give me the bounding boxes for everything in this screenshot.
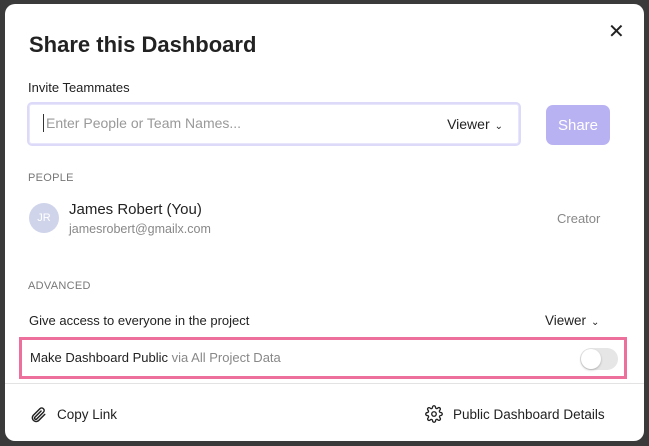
invite-input[interactable] bbox=[43, 114, 408, 132]
invite-label: Invite Teammates bbox=[28, 80, 130, 95]
people-section-label: PEOPLE bbox=[28, 172, 74, 184]
make-public-sublabel: via All Project Data bbox=[171, 350, 281, 365]
close-icon[interactable]: ✕ bbox=[608, 21, 625, 43]
invite-field: Viewer ⌄ bbox=[27, 102, 521, 146]
advanced-section-label: ADVANCED bbox=[28, 280, 91, 292]
share-button[interactable]: Share bbox=[546, 105, 610, 145]
share-dashboard-dialog: Share this Dashboard ✕ Invite Teammates … bbox=[5, 4, 644, 441]
copy-link-button[interactable]: Copy Link bbox=[29, 405, 117, 423]
project-access-role-value: Viewer bbox=[545, 313, 587, 328]
project-access-role-select[interactable]: Viewer ⌄ bbox=[545, 313, 599, 328]
make-public-toggle[interactable] bbox=[580, 348, 618, 370]
paperclip-icon bbox=[31, 407, 46, 423]
person-name: James Robert (You) bbox=[69, 201, 202, 218]
make-public-label: Make Dashboard Public via All Project Da… bbox=[30, 350, 281, 365]
gear-icon bbox=[425, 405, 443, 423]
avatar: JR bbox=[29, 203, 59, 233]
person-email: jamesrobert@gmailx.com bbox=[69, 222, 211, 236]
public-dashboard-details-label: Public Dashboard Details bbox=[453, 406, 605, 422]
dialog-title: Share this Dashboard bbox=[29, 32, 257, 57]
chevron-down-icon: ⌄ bbox=[591, 317, 600, 328]
footer-divider bbox=[5, 383, 644, 384]
chevron-down-icon: ⌄ bbox=[494, 121, 503, 132]
make-public-row: Make Dashboard Public via All Project Da… bbox=[19, 337, 627, 379]
person-role: Creator bbox=[557, 211, 601, 226]
invite-role-select[interactable]: Viewer ⌄ bbox=[447, 116, 503, 132]
toggle-knob bbox=[581, 349, 601, 369]
project-access-label: Give access to everyone in the project bbox=[29, 313, 250, 328]
copy-link-label: Copy Link bbox=[57, 406, 118, 422]
public-dashboard-details-button[interactable]: Public Dashboard Details bbox=[425, 405, 605, 423]
make-public-title: Make Dashboard Public bbox=[30, 350, 169, 365]
invite-role-value: Viewer bbox=[447, 116, 490, 132]
